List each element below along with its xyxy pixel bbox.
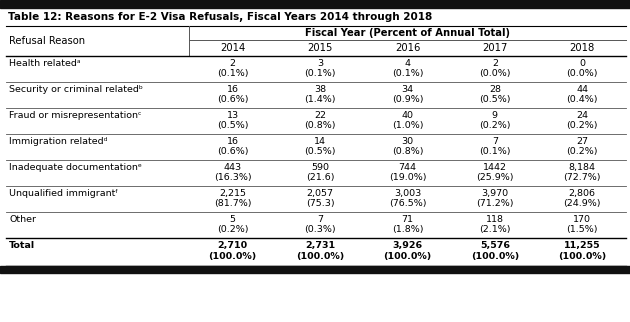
Text: 40: 40 bbox=[401, 111, 413, 120]
Text: (0.3%): (0.3%) bbox=[304, 225, 336, 234]
Text: (1.0%): (1.0%) bbox=[392, 121, 423, 130]
Text: 2,215: 2,215 bbox=[219, 189, 246, 198]
Text: (0.5%): (0.5%) bbox=[304, 147, 336, 156]
Text: 2,710: 2,710 bbox=[217, 242, 248, 250]
Text: 5,576: 5,576 bbox=[480, 242, 510, 250]
Text: Security or criminal relatedᵇ: Security or criminal relatedᵇ bbox=[9, 85, 143, 94]
Text: 2: 2 bbox=[229, 59, 236, 68]
Text: 22: 22 bbox=[314, 111, 326, 120]
Text: (81.7%): (81.7%) bbox=[214, 199, 251, 208]
Text: (16.3%): (16.3%) bbox=[214, 173, 251, 182]
Text: 7: 7 bbox=[492, 137, 498, 146]
Text: 34: 34 bbox=[401, 85, 413, 94]
Text: 744: 744 bbox=[398, 163, 416, 172]
Text: (100.0%): (100.0%) bbox=[471, 252, 519, 261]
Text: (0.2%): (0.2%) bbox=[566, 121, 598, 130]
Text: Immigration relatedᵈ: Immigration relatedᵈ bbox=[9, 137, 108, 146]
Text: 4: 4 bbox=[404, 59, 411, 68]
Bar bbox=[0, 266, 630, 273]
Text: 443: 443 bbox=[224, 163, 242, 172]
Text: (1.4%): (1.4%) bbox=[304, 95, 336, 104]
Text: (0.2%): (0.2%) bbox=[217, 225, 248, 234]
Text: 28: 28 bbox=[489, 85, 501, 94]
Text: (0.2%): (0.2%) bbox=[566, 147, 598, 156]
Text: 9: 9 bbox=[492, 111, 498, 120]
Text: (0.5%): (0.5%) bbox=[217, 121, 248, 130]
Text: (100.0%): (100.0%) bbox=[209, 252, 257, 261]
Text: (0.8%): (0.8%) bbox=[304, 121, 336, 130]
Text: (0.4%): (0.4%) bbox=[566, 95, 598, 104]
Text: (75.3): (75.3) bbox=[306, 199, 335, 208]
Text: (0.6%): (0.6%) bbox=[217, 95, 248, 104]
Text: (76.5%): (76.5%) bbox=[389, 199, 427, 208]
Text: 2014: 2014 bbox=[220, 43, 245, 53]
Text: 3,003: 3,003 bbox=[394, 189, 421, 198]
Text: 2018: 2018 bbox=[570, 43, 595, 53]
Text: 2: 2 bbox=[492, 59, 498, 68]
Text: (100.0%): (100.0%) bbox=[296, 252, 344, 261]
Text: 170: 170 bbox=[573, 215, 592, 224]
Text: 7: 7 bbox=[317, 215, 323, 224]
Text: 3: 3 bbox=[317, 59, 323, 68]
Text: Fiscal Year (Percent of Annual Total): Fiscal Year (Percent of Annual Total) bbox=[305, 28, 510, 38]
Text: (100.0%): (100.0%) bbox=[558, 252, 607, 261]
Text: (0.9%): (0.9%) bbox=[392, 95, 423, 104]
Text: 2,057: 2,057 bbox=[307, 189, 333, 198]
Text: Total: Total bbox=[9, 242, 35, 250]
Text: (0.1%): (0.1%) bbox=[217, 69, 248, 78]
Text: (0.1%): (0.1%) bbox=[392, 69, 423, 78]
Text: (72.7%): (72.7%) bbox=[564, 173, 601, 182]
Text: 11,255: 11,255 bbox=[564, 242, 600, 250]
Text: (19.0%): (19.0%) bbox=[389, 173, 427, 182]
Text: Other: Other bbox=[9, 215, 36, 224]
Text: 2015: 2015 bbox=[307, 43, 333, 53]
Text: Table 12: Reasons for E-2 Visa Refusals, Fiscal Years 2014 through 2018: Table 12: Reasons for E-2 Visa Refusals,… bbox=[8, 12, 432, 22]
Text: 27: 27 bbox=[576, 137, 588, 146]
Text: (0.1%): (0.1%) bbox=[304, 69, 336, 78]
Text: (71.2%): (71.2%) bbox=[476, 199, 513, 208]
Text: 3,926: 3,926 bbox=[392, 242, 423, 250]
Text: Fraud or misrepresentationᶜ: Fraud or misrepresentationᶜ bbox=[9, 111, 142, 120]
Text: 38: 38 bbox=[314, 85, 326, 94]
Text: (24.9%): (24.9%) bbox=[564, 199, 601, 208]
Text: 3,970: 3,970 bbox=[481, 189, 508, 198]
Text: 2,806: 2,806 bbox=[569, 189, 596, 198]
Text: Refusal Reason: Refusal Reason bbox=[9, 36, 85, 46]
Text: Inadequate documentationᵉ: Inadequate documentationᵉ bbox=[9, 163, 142, 172]
Text: 2016: 2016 bbox=[395, 43, 420, 53]
Text: (1.5%): (1.5%) bbox=[566, 225, 598, 234]
Text: 30: 30 bbox=[401, 137, 413, 146]
Text: (100.0%): (100.0%) bbox=[383, 252, 432, 261]
Text: (0.6%): (0.6%) bbox=[217, 147, 248, 156]
Text: 590: 590 bbox=[311, 163, 329, 172]
Text: 2,731: 2,731 bbox=[305, 242, 335, 250]
Text: (0.2%): (0.2%) bbox=[479, 121, 511, 130]
Text: 0: 0 bbox=[580, 59, 585, 68]
Text: 16: 16 bbox=[227, 85, 239, 94]
Text: 16: 16 bbox=[227, 137, 239, 146]
Text: 8,184: 8,184 bbox=[569, 163, 596, 172]
Text: 118: 118 bbox=[486, 215, 504, 224]
Text: (2.1%): (2.1%) bbox=[479, 225, 511, 234]
Text: (0.1%): (0.1%) bbox=[479, 147, 511, 156]
Text: 44: 44 bbox=[576, 85, 588, 94]
Text: 13: 13 bbox=[227, 111, 239, 120]
Text: 2017: 2017 bbox=[482, 43, 508, 53]
Text: Health relatedᵃ: Health relatedᵃ bbox=[9, 59, 81, 68]
Text: 1442: 1442 bbox=[483, 163, 507, 172]
Text: 71: 71 bbox=[401, 215, 413, 224]
Text: (21.6): (21.6) bbox=[306, 173, 335, 182]
Text: (1.8%): (1.8%) bbox=[392, 225, 423, 234]
Text: (0.5%): (0.5%) bbox=[479, 95, 511, 104]
Text: 5: 5 bbox=[229, 215, 236, 224]
Text: (0.8%): (0.8%) bbox=[392, 147, 423, 156]
Text: 24: 24 bbox=[576, 111, 588, 120]
Text: (0.0%): (0.0%) bbox=[479, 69, 511, 78]
Text: Unqualified immigrantᶠ: Unqualified immigrantᶠ bbox=[9, 189, 118, 198]
Text: 14: 14 bbox=[314, 137, 326, 146]
Text: (25.9%): (25.9%) bbox=[476, 173, 513, 182]
Text: (0.0%): (0.0%) bbox=[566, 69, 598, 78]
Bar bbox=[0, 0, 630, 8]
